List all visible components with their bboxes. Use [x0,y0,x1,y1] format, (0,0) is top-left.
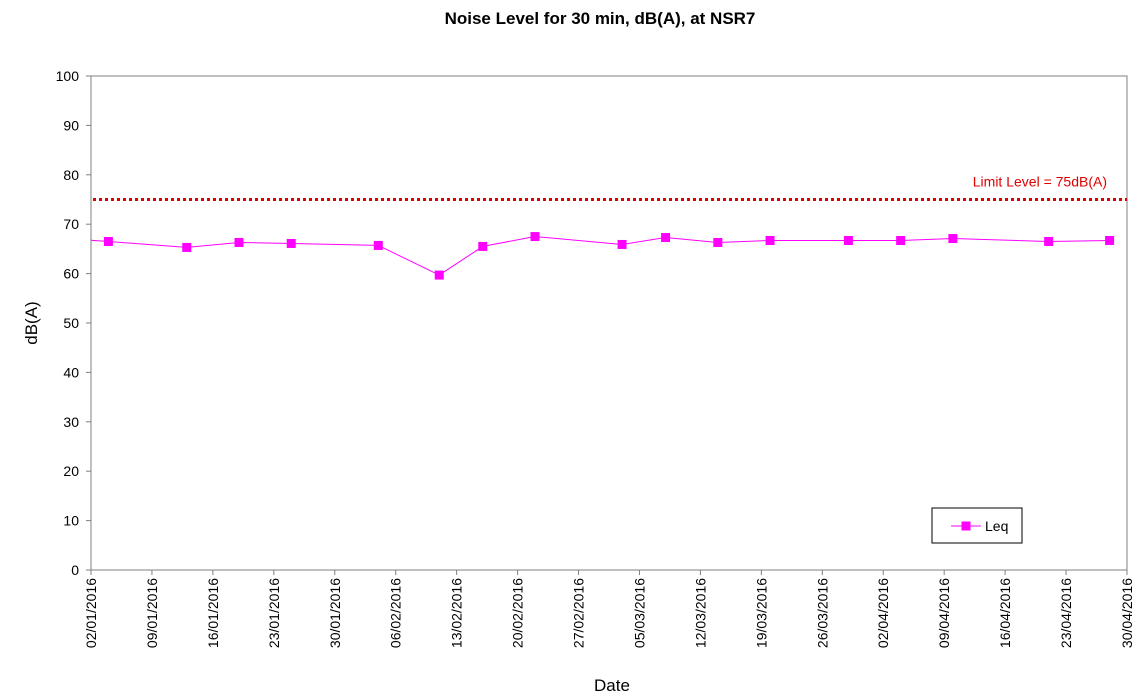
x-tick-label: 30/04/2016 [1119,578,1135,648]
x-tick-label: 05/03/2016 [631,578,647,648]
y-tick-label: 30 [63,414,79,430]
data-point-marker [103,236,113,246]
y-tick-label: 10 [63,513,79,529]
y-tick-label: 40 [63,364,79,380]
series-line-leq [90,235,1110,276]
x-tick-label: 16/01/2016 [205,578,221,648]
data-point-marker [478,241,488,251]
data-point-marker [1044,236,1054,246]
x-tick-label: 12/03/2016 [692,578,708,648]
x-axis: 02/01/2016 09/01/2016 16/01/2016 23/01/2016… [83,570,1135,648]
y-tick-label: 0 [71,562,79,578]
chart-title: Noise Level for 30 min, dB(A), at NSR7 [445,9,756,28]
legend-square-marker [961,521,971,531]
y-axis: 0 10 20 30 40 50 60 70 80 90 100 [56,68,91,578]
data-point-marker [530,232,540,242]
data-point-marker [948,234,958,244]
x-tick-label: 09/01/2016 [144,578,160,648]
x-tick-label: 09/04/2016 [936,578,952,648]
data-point-marker [896,236,906,246]
x-tick-label: 23/04/2016 [1058,578,1074,648]
x-tick-label: 20/02/2016 [510,578,526,648]
y-axis-title: dB(A) [22,301,41,344]
data-point-marker [286,238,296,248]
x-tick-label: 13/02/2016 [449,578,465,648]
limit-label: Limit Level = 75dB(A) [973,174,1107,190]
plot-border [90,75,1128,571]
x-tick-label: 23/01/2016 [266,578,282,648]
y-tick-label: 70 [63,216,79,232]
x-tick-label: 16/04/2016 [997,578,1013,648]
y-tick-label: 50 [63,315,79,331]
data-point-marker [617,239,627,249]
y-tick-label: 80 [63,167,79,183]
x-tick-label: 06/02/2016 [388,578,404,648]
x-tick-label: 02/04/2016 [875,578,891,648]
y-tick-label: 90 [63,117,79,133]
data-point-marker [713,237,723,247]
x-axis-title: Date [594,676,630,695]
data-point-marker [1105,236,1115,246]
data-point-marker [843,236,853,246]
legend-label-leq: Leq [985,518,1008,534]
limit-level: Limit Level = 75dB(A) [93,174,1127,201]
series-leq [90,232,1115,280]
legend: Leq [931,507,1023,544]
data-point-marker [234,237,244,247]
data-point-marker [373,240,383,250]
data-point-marker [434,270,444,280]
y-tick-label: 100 [56,68,80,84]
data-point-marker [765,236,775,246]
x-tick-label: 30/01/2016 [327,578,343,648]
data-point-marker [661,233,671,243]
y-tick-label: 60 [63,266,79,282]
x-tick-label: 27/02/2016 [571,578,587,648]
x-tick-label: 26/03/2016 [814,578,830,648]
data-point-marker [182,242,192,252]
y-tick-label: 20 [63,463,79,479]
x-tick-label: 19/03/2016 [753,578,769,648]
plot-area [90,75,1128,571]
x-tick-label: 02/01/2016 [83,578,99,648]
